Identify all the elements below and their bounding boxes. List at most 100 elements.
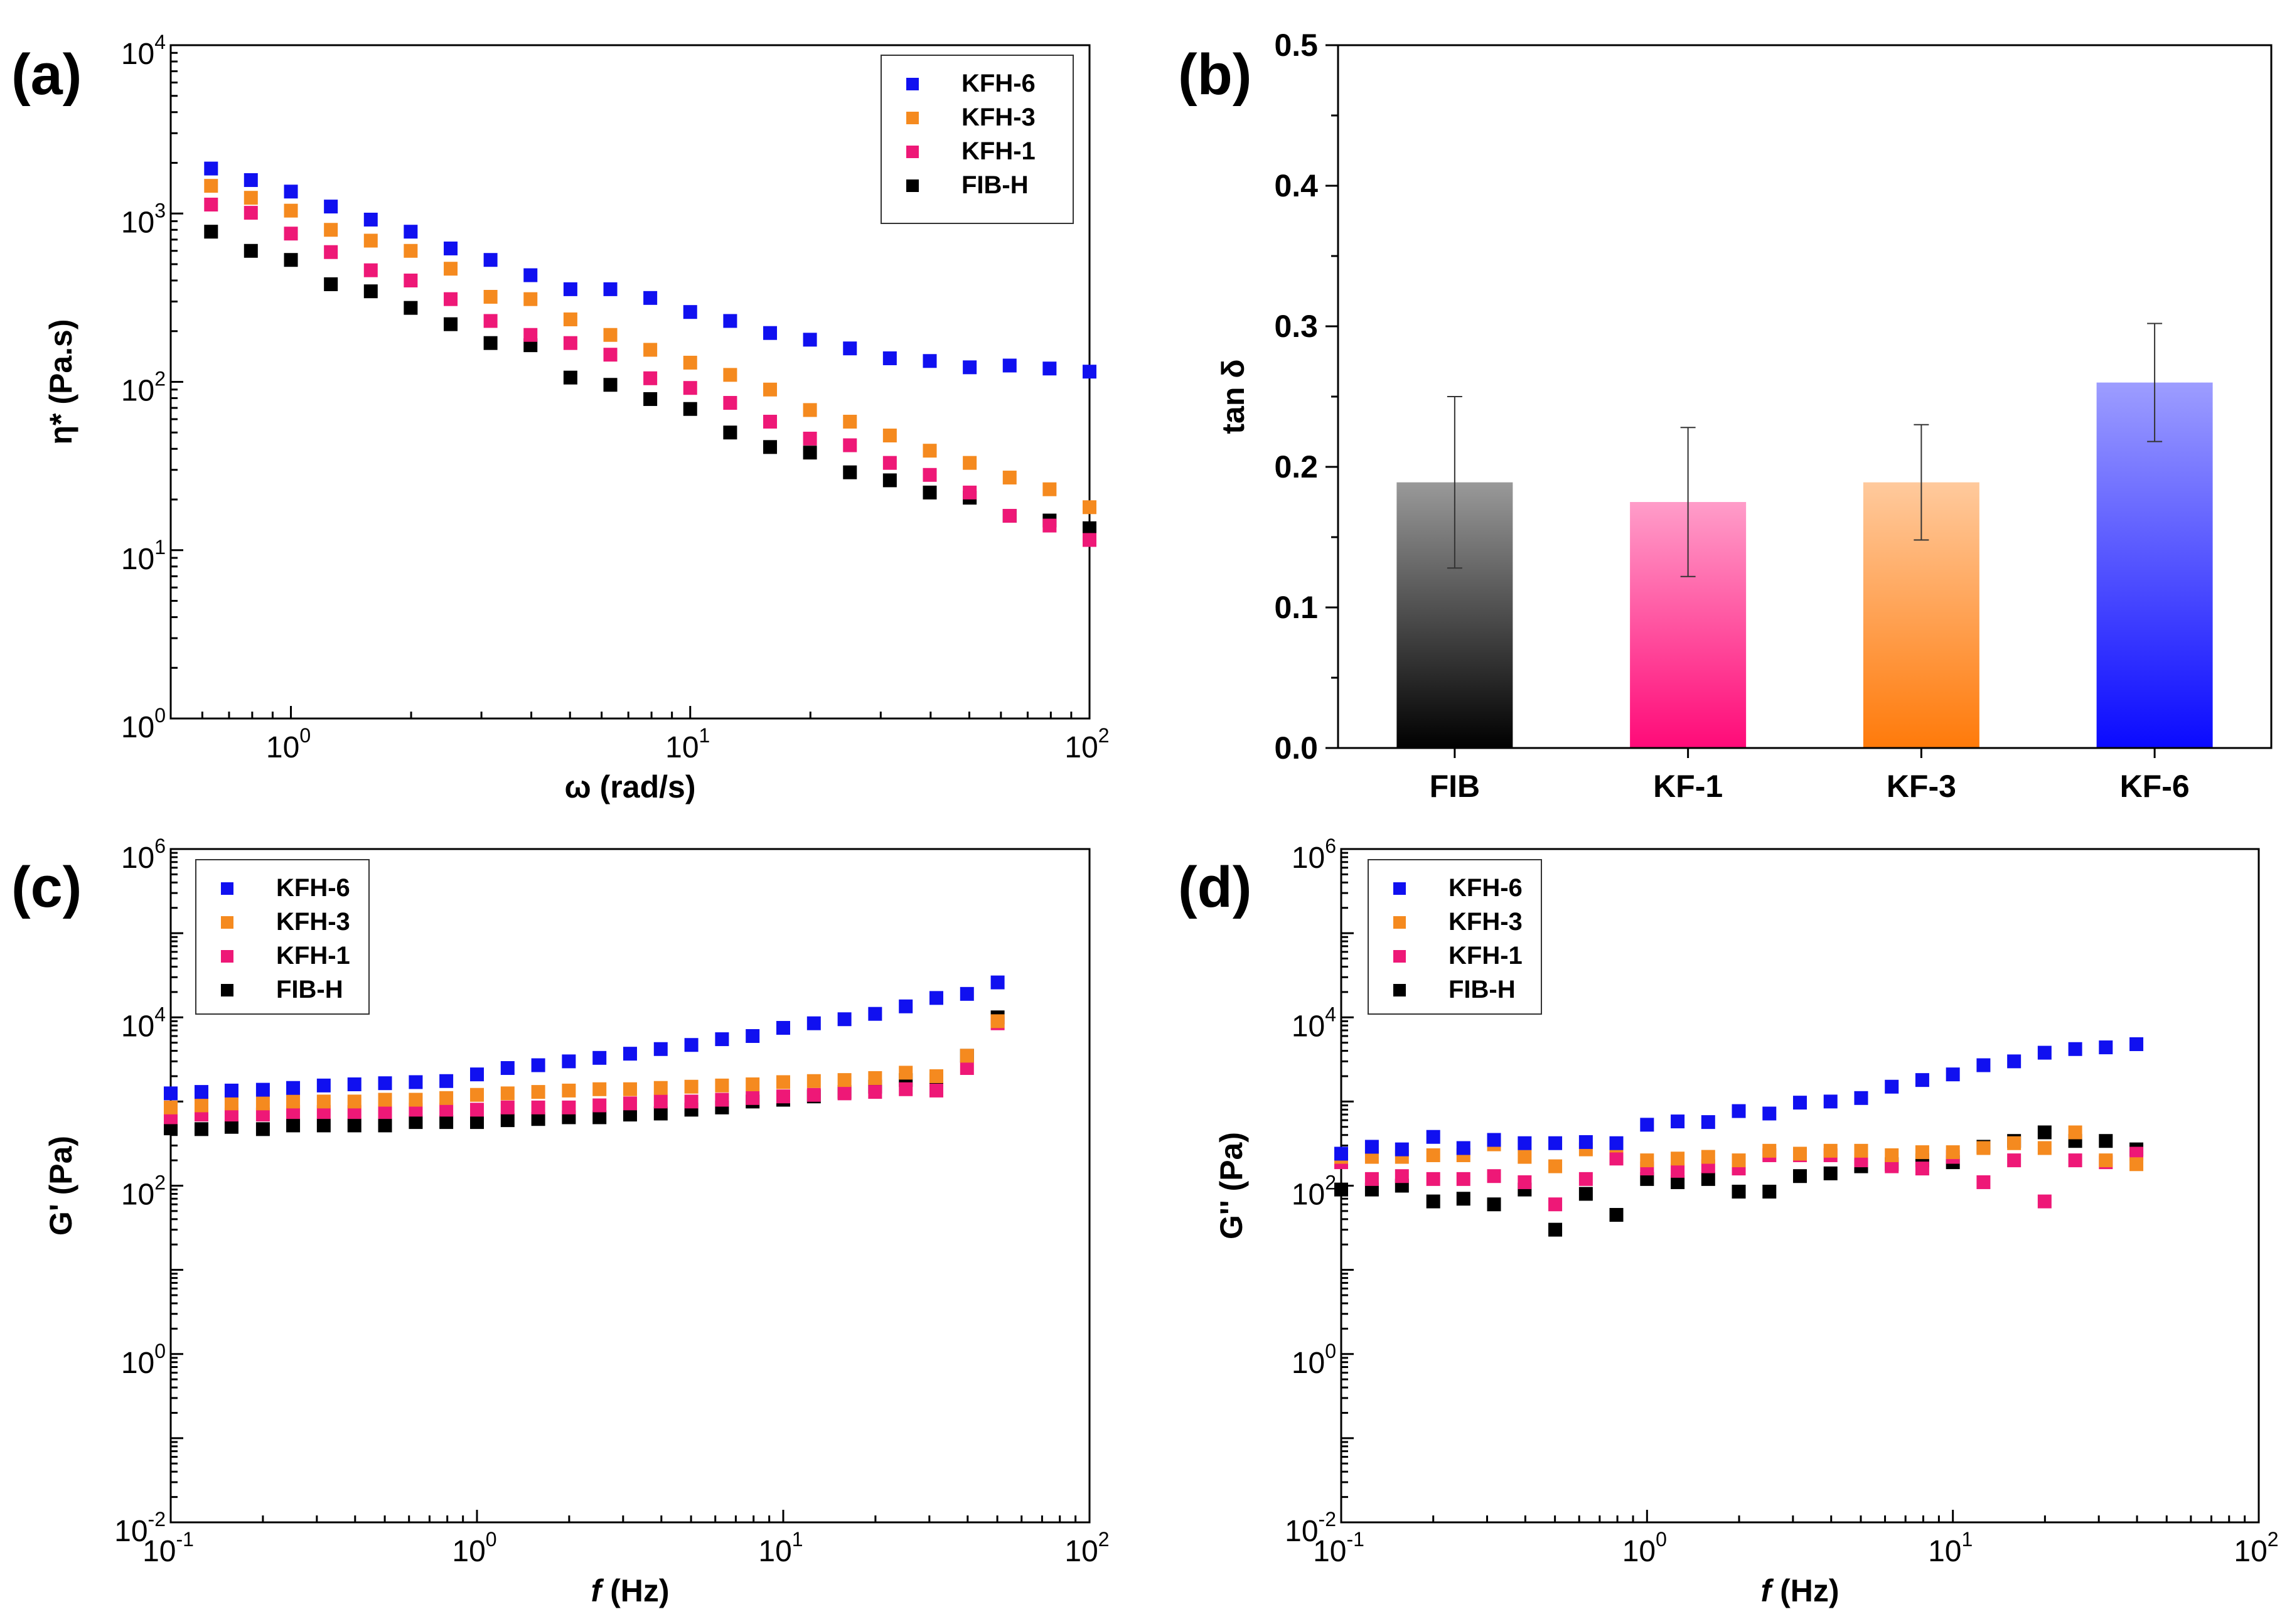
data-point: [1732, 1153, 1746, 1168]
data-point: [723, 314, 737, 328]
data-point: [523, 292, 538, 306]
data-point: [763, 326, 778, 340]
legend-marker: [221, 882, 233, 895]
data-point: [1915, 1162, 1929, 1176]
data-point: [1456, 1172, 1470, 1186]
legend-label: FIB-H: [961, 171, 1029, 199]
x-axis-label: ω (rad/s): [565, 769, 696, 804]
data-point: [562, 1083, 576, 1098]
data-point: [483, 336, 498, 350]
y-tick-label: 102: [1292, 1172, 1336, 1212]
data-point: [563, 336, 577, 350]
data-point: [623, 1082, 637, 1096]
data-point: [483, 314, 498, 328]
data-point: [2037, 1125, 2052, 1140]
data-point: [224, 1096, 238, 1111]
y-tick-label: 0.0: [1274, 730, 1318, 766]
data-point: [2007, 1153, 2022, 1168]
legend: KFH-6 KFH-3 KFH-1 FIB-H: [881, 55, 1074, 224]
plot-frame: [169, 44, 1091, 720]
data-point: [1640, 1153, 1654, 1168]
data-point: [1487, 1197, 1501, 1212]
y-tick-label: 0.1: [1274, 590, 1318, 625]
data-point: [531, 1112, 545, 1126]
panel-d: (d) 10-1 100 101 102 10-2 100 102 104 106 f (Hz) G'…: [1178, 835, 2279, 1608]
legend-marker: [221, 984, 233, 996]
data-point: [164, 1086, 178, 1101]
category-label: KF-1: [1653, 769, 1723, 804]
data-point: [255, 1082, 270, 1097]
data-point: [1854, 1091, 1868, 1105]
data-point: [1487, 1169, 1501, 1183]
data-point: [776, 1075, 790, 1089]
data-point: [2037, 1045, 2052, 1060]
bar-KF-6: [2096, 382, 2213, 748]
data-point: [1042, 518, 1057, 533]
data-point: [803, 431, 817, 446]
data-point: [1578, 1172, 1593, 1186]
data-point: [483, 253, 498, 267]
data-point: [1701, 1172, 1715, 1186]
data-point: [643, 291, 658, 305]
y-tick-label: 100: [121, 704, 166, 744]
x-axis-label: f (Hz): [1761, 1573, 1839, 1608]
data-point: [2129, 1037, 2144, 1052]
data-point: [803, 403, 817, 417]
data-point: [363, 284, 378, 299]
data-point: [843, 465, 857, 479]
y-tick-label: 100: [121, 1340, 166, 1380]
data-point: [194, 1098, 208, 1113]
data-point: [439, 1074, 454, 1088]
data-point: [763, 414, 778, 429]
data-point: [643, 343, 658, 357]
data-point: [1976, 1141, 1991, 1155]
data-point: [776, 1021, 790, 1035]
data-point: [363, 233, 378, 248]
panel-label: (c): [11, 855, 82, 919]
data-point: [963, 456, 977, 470]
data-point: [684, 1079, 699, 1094]
data-point: [746, 1077, 760, 1091]
data-point: [1762, 1184, 1777, 1199]
y-axis-label: G'' (Pa): [1214, 1132, 1249, 1239]
data-point: [803, 333, 817, 347]
data-point: [684, 1038, 699, 1052]
data-point: [1395, 1142, 1409, 1157]
data-point: [1640, 1172, 1654, 1186]
data-point: [1823, 1166, 1838, 1180]
data-point: [563, 370, 577, 385]
data-point: [224, 1108, 238, 1122]
data-point: [531, 1058, 545, 1072]
data-point: [164, 1100, 178, 1114]
legend-label: KFH-3: [961, 104, 1036, 131]
data-point: [653, 1042, 668, 1056]
x-tick-label: 102: [2234, 1528, 2278, 1568]
data-point: [1083, 533, 1096, 547]
data-point: [683, 402, 697, 416]
data-point: [2099, 1134, 2113, 1148]
data-point: [470, 1067, 484, 1082]
category-label: KF-3: [1887, 769, 1956, 804]
data-point: [1548, 1159, 1563, 1173]
data-point: [1334, 1182, 1348, 1197]
data-point: [363, 263, 378, 277]
data-point: [1456, 1192, 1470, 1206]
panel-c: (c) 10-1 100 101 102 10-2 100 102 104 106 f (Hz) G'…: [11, 835, 1110, 1608]
data-point: [470, 1115, 484, 1130]
legend-marker: [906, 179, 919, 192]
data-point: [603, 328, 618, 342]
data-point: [255, 1096, 270, 1111]
data-point: [255, 1122, 270, 1136]
data-point: [1732, 1104, 1746, 1118]
data-point: [284, 184, 298, 199]
data-point: [470, 1087, 484, 1102]
panel-label: (d): [1178, 855, 1251, 919]
data-point: [255, 1108, 270, 1122]
data-point: [1083, 521, 1096, 535]
y-tick-label: 10-2: [114, 1508, 166, 1548]
data-point: [1976, 1175, 1991, 1189]
data-point: [286, 1094, 301, 1109]
data-point: [439, 1115, 454, 1130]
data-point: [653, 1081, 668, 1095]
data-point: [715, 1078, 729, 1092]
